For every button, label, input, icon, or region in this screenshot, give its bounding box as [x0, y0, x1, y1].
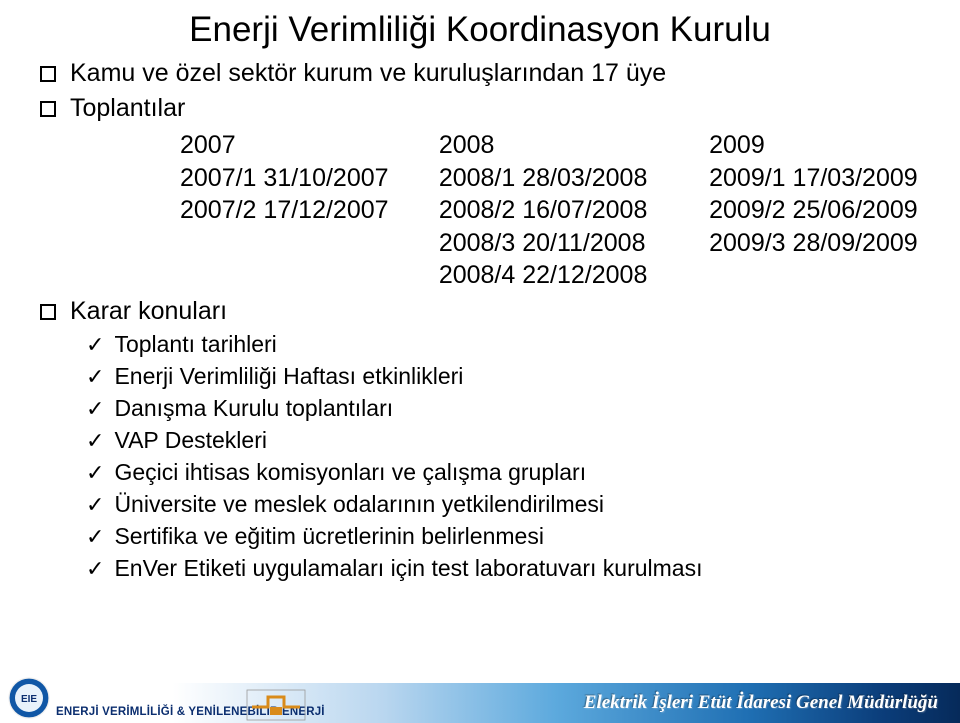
check-icon: ✓: [86, 458, 104, 488]
year-cell: 2009/3 28/09/2009: [709, 227, 920, 260]
content-area: Kamu ve özel sektör kurum ve kuruluşları…: [0, 58, 960, 584]
bullet-item: Kamu ve özel sektör kurum ve kuruluşları…: [40, 58, 920, 89]
slide-title: Enerji Verimliliği Koordinasyon Kurulu: [0, 0, 960, 58]
sub-item: ✓ Geçici ihtisas komisyonları ve çalışma …: [86, 457, 920, 488]
enver-mini-logo: [246, 689, 306, 721]
sub-text: Üniversite ve meslek odalarının yetkilen…: [114, 489, 604, 520]
year-column: 2007 2007/1 31/10/2007 2007/2 17/12/2007: [180, 131, 439, 292]
check-icon: ✓: [86, 490, 104, 520]
sub-item: ✓ Sertifika ve eğitim ücretlerinin belirl…: [86, 521, 920, 552]
eie-logo: EIE: [8, 677, 50, 719]
year-header: 2008: [439, 131, 709, 160]
bullet-text: Kamu ve özel sektör kurum ve kuruluşları…: [70, 58, 666, 89]
sub-item: ✓ Enerji Verimliliği Haftası etkinlikleri: [86, 361, 920, 392]
square-bullet-icon: [40, 101, 56, 117]
year-header: 2007: [180, 131, 439, 160]
sub-item: ✓ Toplantı tarihleri: [86, 329, 920, 360]
check-icon: ✓: [86, 330, 104, 360]
sub-text: Toplantı tarihleri: [114, 329, 276, 360]
year-cell: 2007/2 17/12/2007: [180, 194, 439, 227]
check-icon: ✓: [86, 554, 104, 584]
footer: EIE ENERJİ VERİMLİLİĞİ & YENİLENEBİLİR E…: [0, 673, 960, 723]
sub-item: ✓ Üniversite ve meslek odalarının yetkile…: [86, 489, 920, 520]
year-cell: 2009/1 17/03/2009: [709, 162, 920, 195]
sub-item: ✓ VAP Destekleri: [86, 425, 920, 456]
slide: Enerji Verimliliği Koordinasyon Kurulu K…: [0, 0, 960, 723]
sub-list: ✓ Toplantı tarihleri ✓ Enerji Verimliliği …: [86, 329, 920, 584]
bullet-text: Toplantılar: [70, 93, 185, 124]
year-cell: 2009/2 25/06/2009: [709, 194, 920, 227]
year-cell: 2008/3 20/11/2008: [439, 227, 709, 260]
bullet-item: Karar konuları ✓ Toplantı tarihleri ✓ Ener…: [40, 296, 920, 585]
bullet-list: Kamu ve özel sektör kurum ve kuruluşları…: [40, 58, 920, 584]
check-icon: ✓: [86, 522, 104, 552]
sub-text: Enerji Verimliliği Haftası etkinlikleri: [114, 361, 463, 392]
footer-right-text: Elektrik İşleri Etüt İdaresi Genel Müdür…: [584, 692, 938, 714]
year-column: 2009 2009/1 17/03/2009 2009/2 25/06/2009…: [709, 131, 920, 292]
square-bullet-icon: [40, 66, 56, 82]
sub-item: ✓ Danışma Kurulu toplantıları: [86, 393, 920, 424]
years-table: 2007 2007/1 31/10/2007 2007/2 17/12/2007…: [180, 131, 920, 292]
sub-text: EnVer Etiketi uygulamaları için test lab…: [114, 553, 702, 584]
sub-item: ✓ EnVer Etiketi uygulamaları için test la…: [86, 553, 920, 584]
sub-text: Sertifika ve eğitim ücretlerinin belirle…: [114, 521, 544, 552]
check-icon: ✓: [86, 426, 104, 456]
sub-text: Danışma Kurulu toplantıları: [114, 393, 393, 424]
year-column: 2008 2008/1 28/03/2008 2008/2 16/07/2008…: [439, 131, 709, 292]
svg-text:EIE: EIE: [21, 694, 37, 705]
sub-text: Geçici ihtisas komisyonları ve çalışma g…: [114, 457, 586, 488]
year-cell: 2007/1 31/10/2007: [180, 162, 439, 195]
sub-text: VAP Destekleri: [114, 425, 267, 456]
bullet-text: Karar konuları: [70, 296, 227, 327]
year-cell: 2008/2 16/07/2008: [439, 194, 709, 227]
square-bullet-icon: [40, 304, 56, 320]
year-cell: 2008/1 28/03/2008: [439, 162, 709, 195]
check-icon: ✓: [86, 362, 104, 392]
check-icon: ✓: [86, 394, 104, 424]
year-header: 2009: [709, 131, 920, 160]
bullet-item: Toplantılar 2007 2007/1 31/10/2007 2007/…: [40, 93, 920, 291]
year-cell: 2008/4 22/12/2008: [439, 259, 709, 292]
